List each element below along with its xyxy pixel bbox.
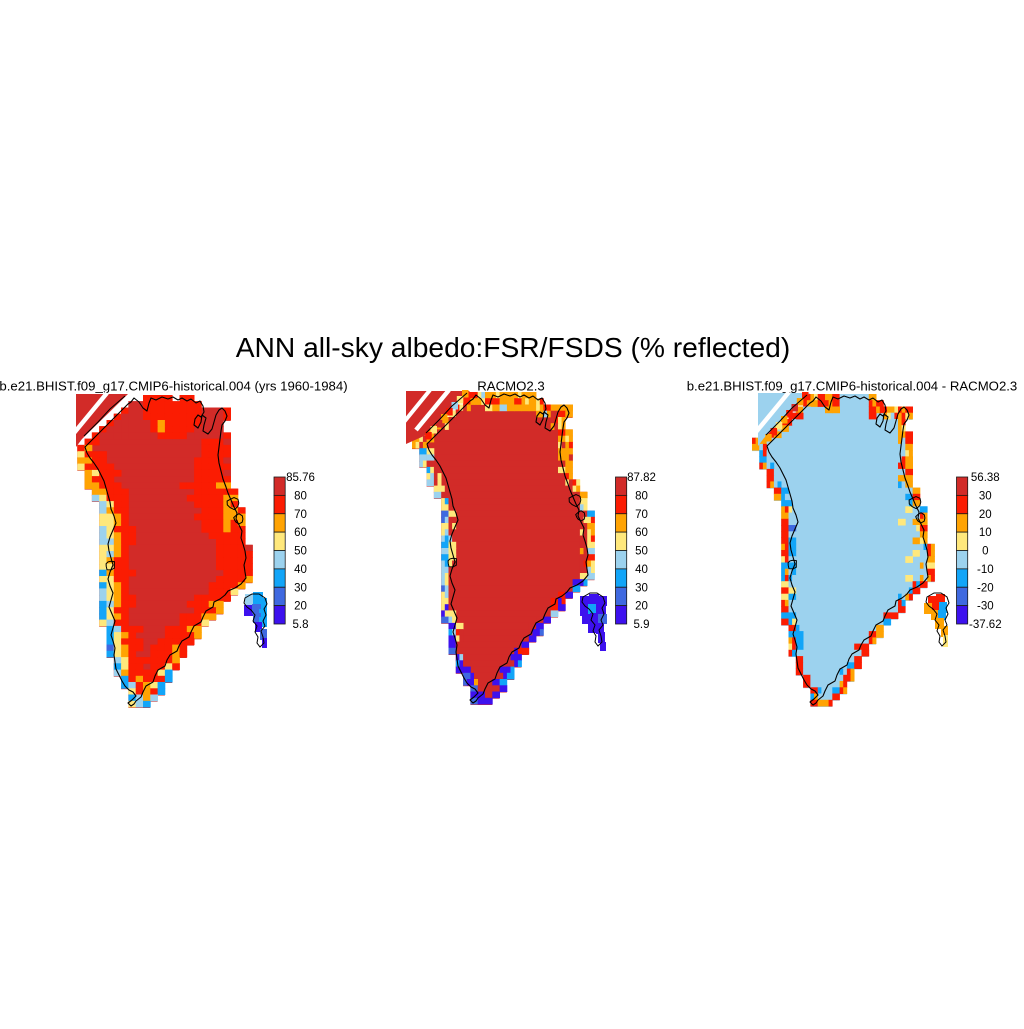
- svg-text:80: 80: [294, 490, 307, 502]
- svg-text:ANN all-sky albedo:FSR/FSDS (%: ANN all-sky albedo:FSR/FSDS (% reflected…: [236, 331, 791, 363]
- svg-text:87.82: 87.82: [627, 472, 656, 484]
- svg-text:b.e21.BHIST.f09_g17.CMIP6-hist: b.e21.BHIST.f09_g17.CMIP6-historical.004…: [0, 379, 348, 394]
- svg-text:60: 60: [635, 527, 648, 539]
- svg-text:85.76: 85.76: [286, 472, 315, 484]
- svg-text:30: 30: [635, 582, 648, 594]
- svg-text:5.8: 5.8: [293, 619, 309, 631]
- svg-text:-20: -20: [977, 582, 994, 594]
- svg-text:20: 20: [294, 601, 307, 613]
- svg-text:70: 70: [294, 509, 307, 521]
- svg-text:50: 50: [635, 546, 648, 558]
- svg-text:60: 60: [294, 527, 307, 539]
- svg-text:40: 40: [635, 564, 648, 576]
- svg-text:RACMO2.3: RACMO2.3: [477, 379, 544, 394]
- svg-text:0: 0: [982, 546, 988, 558]
- svg-text:20: 20: [635, 601, 648, 613]
- svg-text:40: 40: [294, 564, 307, 576]
- svg-text:56.38: 56.38: [971, 472, 1000, 484]
- svg-text:5.9: 5.9: [634, 619, 650, 631]
- svg-text:-37.62: -37.62: [969, 619, 1002, 631]
- svg-text:70: 70: [635, 509, 648, 521]
- svg-text:-30: -30: [977, 601, 994, 613]
- svg-text:b.e21.BHIST.f09_g17.CMIP6-hist: b.e21.BHIST.f09_g17.CMIP6-historical.004…: [687, 379, 1018, 394]
- svg-text:30: 30: [294, 582, 307, 594]
- svg-text:-10: -10: [977, 564, 994, 576]
- svg-text:50: 50: [294, 546, 307, 558]
- svg-text:30: 30: [979, 490, 992, 502]
- svg-text:20: 20: [979, 509, 992, 521]
- svg-text:10: 10: [979, 527, 992, 539]
- svg-text:80: 80: [635, 490, 648, 502]
